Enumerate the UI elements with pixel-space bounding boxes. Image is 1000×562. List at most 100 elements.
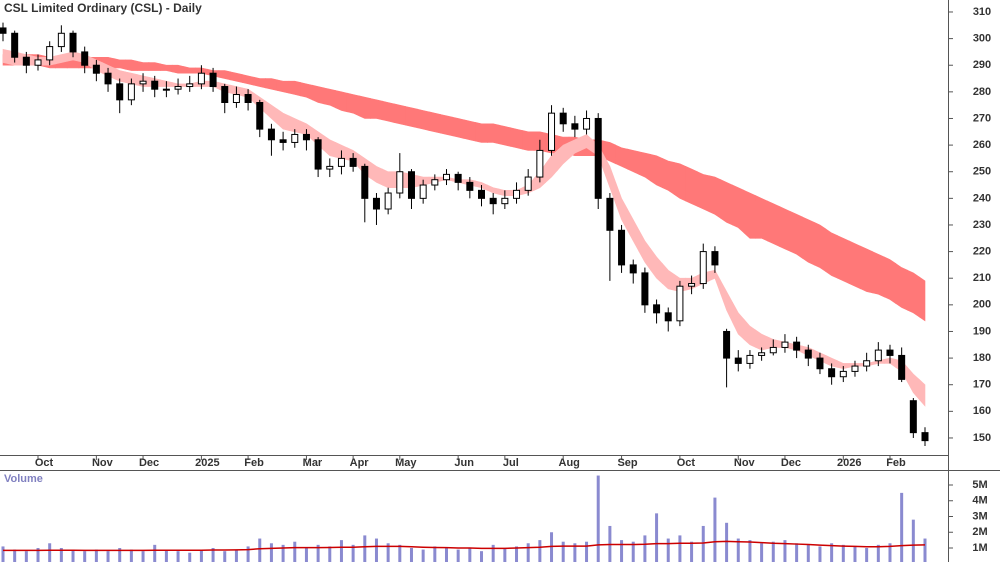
volume-bar [783,540,787,562]
candle-body [781,341,789,348]
candle-body [69,32,77,53]
candle-body [874,349,882,362]
candle-body [466,181,474,191]
candle-body [734,357,742,364]
volume-bar [258,538,262,562]
ribbon-band [475,122,488,143]
candle-body [653,304,661,314]
volume-bar [911,519,915,562]
candle-body [291,133,299,143]
candle-body [361,165,369,199]
volume-bar [141,551,145,562]
candle-body [162,88,170,91]
y-tick-label: 250 [973,166,991,178]
ribbon-band [171,64,185,74]
volume-bar [515,546,519,562]
ribbon-band [860,245,873,294]
candle-body [139,80,147,85]
ribbon-band [743,189,757,239]
volume-bar [71,549,75,562]
volume-average [3,540,926,552]
volume-tick-label: 5M [972,479,987,491]
ribbon-band [755,195,768,242]
ribbon-band [113,58,126,70]
ribbon-band [160,63,173,73]
ribbon-band [382,168,395,188]
x-tick-label: Dec [781,457,801,469]
candle-body [559,112,567,125]
candle-body [594,117,602,199]
x-tick-label: Oct [35,457,54,469]
volume-bar [444,548,448,562]
volume-bar [643,535,647,562]
ribbon-band [148,62,161,71]
candle-body [314,139,322,170]
volume-bar [526,543,530,562]
volume-bar [118,548,122,562]
ribbon-band [895,263,908,311]
y-tick-label: 300 [973,33,991,45]
ribbon-band [276,79,290,94]
volume-bar [269,543,273,562]
candle-body [816,357,824,370]
ribbon-band [2,48,10,65]
volume-tick-label: 2M [972,526,987,538]
volume-bar [678,535,682,562]
candle-body [851,365,859,372]
candle-body [442,173,450,181]
ribbon-band [708,175,722,219]
x-tick-label: Dec [139,457,159,469]
candle-body [127,83,135,101]
candle-body [46,46,54,61]
candle-body [489,197,497,205]
volume-bar [853,546,857,562]
candle-body [34,59,42,66]
volume-bar [491,544,495,562]
ribbon-band [393,103,406,126]
candle-body [396,171,404,194]
volume-bar [293,541,297,562]
candle-body [641,272,649,306]
volume-tick-label: 1M [972,542,987,554]
volume-bar [456,549,460,562]
candle-body [898,354,906,380]
ribbon-band [813,221,827,273]
candle-body [454,173,462,183]
volume-bar [480,551,484,562]
candle-body [793,341,801,351]
candle-body [326,165,334,170]
x-tick-label: Aug [559,457,580,469]
y-tick-label: 290 [973,59,991,71]
ribbon-band [125,59,138,71]
candle-body [197,72,205,85]
candle-body [92,64,100,74]
candle-body [372,197,380,210]
candle-body [22,56,30,66]
volume-bar [13,549,17,562]
candle-body [723,330,731,359]
x-tick-label: Jun [454,457,474,469]
candle-body [758,352,766,356]
volume-bar [304,548,308,562]
volume-bar [771,541,775,562]
x-tick-label: Feb [886,457,906,469]
ribbon-band [498,124,511,147]
volume-bar [339,540,343,562]
volume-bar [655,513,659,562]
ribbon-band [405,106,418,129]
ribbon-band [452,116,465,139]
x-tick-label: 2026 [837,457,861,469]
candle-body [676,285,684,322]
candle-body [583,117,591,130]
volume-bar [503,548,507,562]
candle-body [384,192,392,210]
x-tick-label: Oct [677,457,696,469]
volume-bar [351,544,355,562]
candle-body [57,32,65,48]
volume-bar [561,541,565,562]
volume-bar [386,543,390,562]
ribbon-band [673,162,687,202]
ribbon-band [440,114,453,137]
volume-bar [316,544,320,562]
x-tick-label: Feb [244,457,264,469]
